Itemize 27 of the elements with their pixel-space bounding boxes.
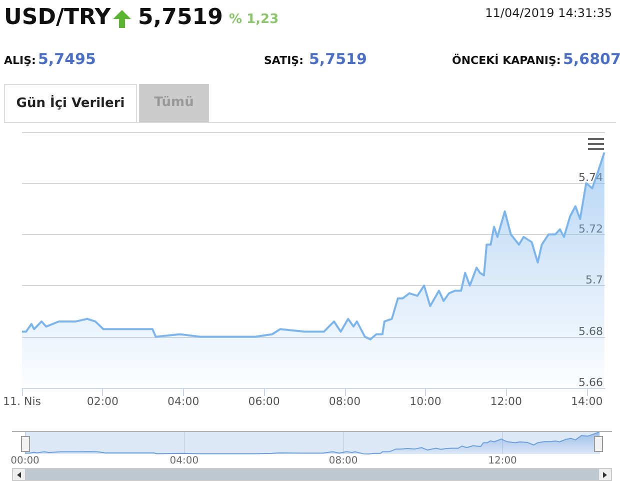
x-tick-label: 12:00	[488, 456, 517, 466]
x-tick-label: 08:00	[328, 456, 358, 466]
text: SATIŞ:	[264, 54, 304, 67]
text: ALIŞ:	[4, 54, 36, 67]
text: 11/04/2019 14:31:35	[485, 6, 612, 20]
x-tick-label: 14:00	[570, 395, 603, 408]
y-tick-label: 5.7	[586, 274, 603, 287]
x-tick-label: 08:00	[328, 395, 361, 408]
x-tick-label: 04:00	[168, 395, 200, 408]
text: ÖNCEKİ KAPANIŞ:	[452, 54, 561, 67]
y-tick-label: 5.68	[578, 324, 603, 338]
chart-title: USD/TRY	[4, 5, 111, 30]
text: 5,6807	[563, 50, 620, 68]
text: 5,7519	[309, 50, 367, 68]
x-tick-label: 10:00	[410, 395, 442, 408]
text: Gün İçi Verileri	[4, 84, 137, 122]
y-tick-label: 5.72	[578, 222, 603, 236]
x-tick-label: 02:00	[86, 395, 119, 408]
text: 5,7519	[138, 5, 223, 30]
x-tick-label: 11. Nis	[2, 395, 42, 408]
x-tick-label: 06:00	[248, 395, 280, 408]
text: % 1,23	[229, 12, 279, 27]
x-tick-label: 12:00	[490, 395, 522, 408]
y-tick-label: 5.66	[578, 376, 603, 389]
text: 5,7495	[38, 50, 96, 68]
x-tick-label: 04:00	[170, 456, 199, 466]
x-tick-label: 00:00	[10, 456, 40, 466]
